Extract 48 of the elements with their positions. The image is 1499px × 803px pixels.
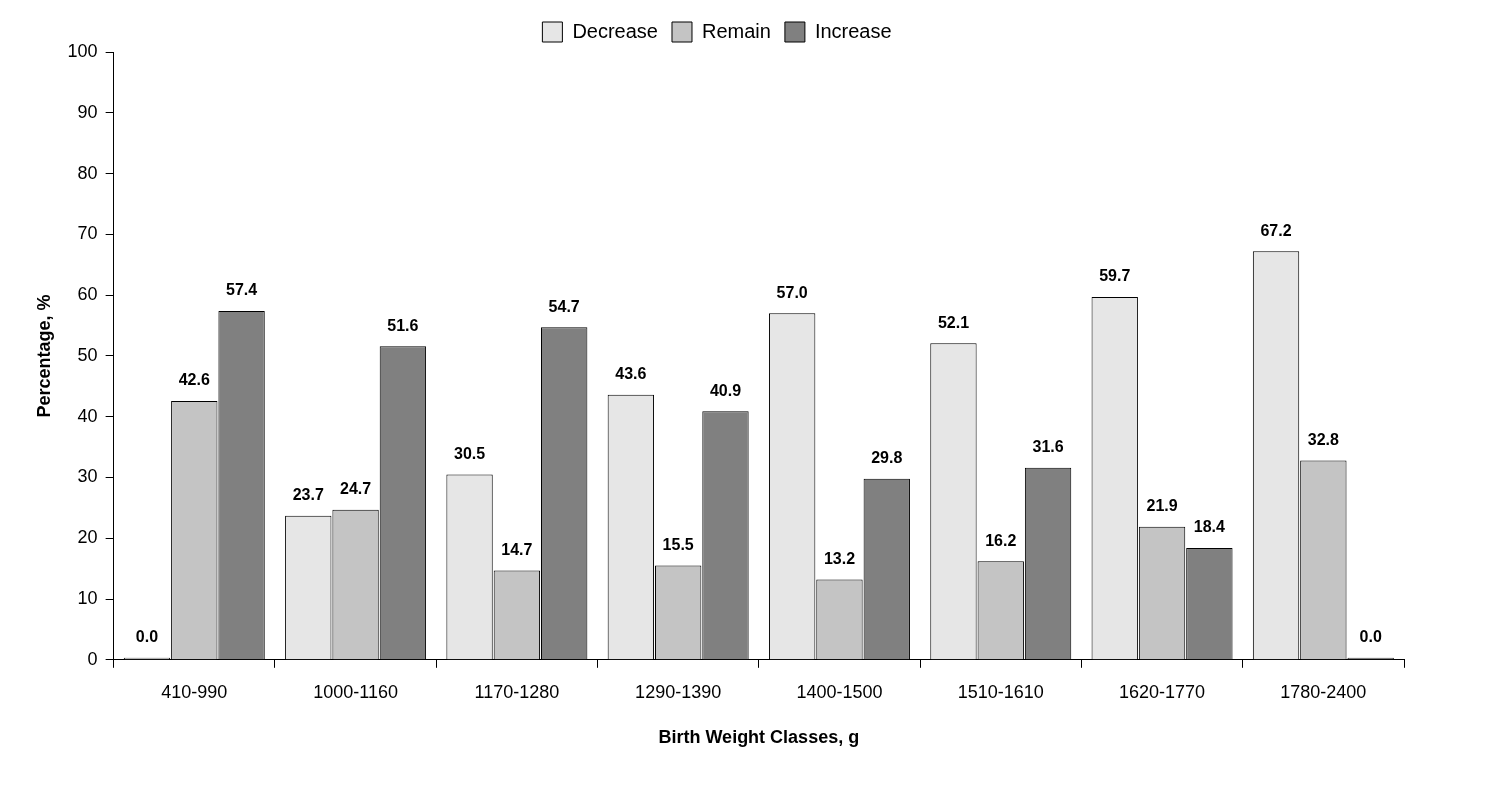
data-label: 32.8 (1307, 430, 1340, 448)
x-tick-label: 1290-1390 (635, 681, 722, 702)
x-tick-label: 1400-1500 (796, 681, 883, 702)
data-label: 29.8 (871, 449, 903, 467)
y-tick-label: 30 (77, 466, 98, 487)
data-label: 14.7 (501, 540, 533, 558)
data-label: 40.9 (709, 381, 742, 399)
legend-label: Remain (701, 19, 771, 42)
y-tick-label: 40 (77, 405, 98, 426)
data-label: 57.4 (226, 281, 258, 299)
x-tick-label: 410-990 (161, 681, 228, 702)
y-tick-label: 10 (77, 587, 98, 608)
data-label: 52.1 (937, 313, 970, 331)
x-tick-label: 1000-1160 (313, 681, 398, 702)
y-tick-label: 60 (77, 284, 98, 305)
data-label: 57.0 (776, 283, 808, 301)
data-label: 15.5 (662, 536, 694, 553)
x-tick-label: 1510-1610 (957, 681, 1044, 702)
y-tick-label: 90 (77, 101, 98, 122)
data-label: 24.7 (340, 480, 372, 498)
y-tick-label: 70 (77, 223, 98, 244)
data-label: 42.6 (178, 371, 210, 389)
legend-label: Decrease (572, 19, 658, 42)
y-tick-label: 80 (77, 162, 98, 183)
x-tick-label: 1170-1280 (474, 681, 560, 702)
data-label: 18.4 (1193, 518, 1226, 536)
data-label: 67.2 (1260, 221, 1292, 239)
data-label: 0.0 (135, 628, 159, 646)
data-label: 31.6 (1032, 438, 1064, 456)
data-label: 30.5 (453, 444, 486, 462)
data-label: 16.2 (985, 531, 1017, 549)
data-label: 59.7 (1099, 267, 1131, 285)
x-tick-label: 1620-1770 (1119, 681, 1206, 702)
y-tick-label: 100 (67, 40, 98, 61)
data-label: 43.6 (615, 365, 647, 383)
data-label: 21.9 (1146, 497, 1178, 515)
y-tick-label: 0 (87, 648, 98, 669)
x-axis-title: Birth Weight Classes, g (658, 727, 860, 748)
data-label: 13.2 (823, 549, 856, 567)
x-tick-label: 1780-2400 (1280, 681, 1367, 702)
data-label: 54.7 (548, 297, 580, 315)
y-axis-title: Percentage, % (33, 294, 54, 418)
data-label: 0.0 (1359, 628, 1382, 646)
data-label: 51.6 (387, 316, 419, 334)
y-tick-label: 20 (77, 527, 98, 548)
y-tick-label: 50 (77, 344, 98, 365)
data-label: 23.7 (292, 486, 324, 504)
legend-label: Increase (814, 19, 892, 42)
